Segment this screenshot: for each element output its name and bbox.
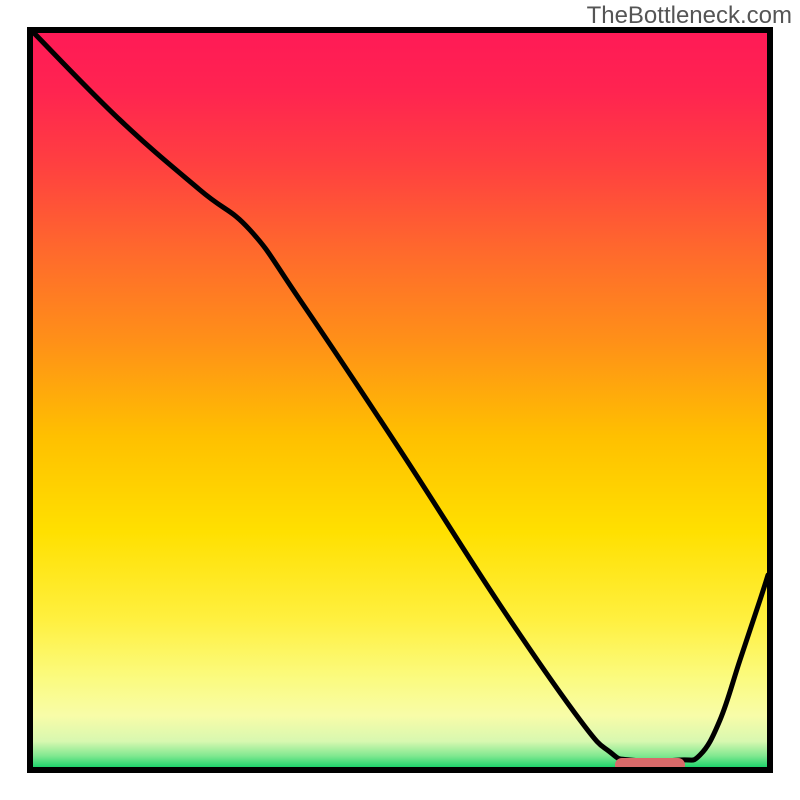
watermark-label: TheBottleneck.com <box>587 2 792 30</box>
bottleneck-chart <box>0 0 800 800</box>
chart-container: TheBottleneck.com <box>0 0 800 800</box>
